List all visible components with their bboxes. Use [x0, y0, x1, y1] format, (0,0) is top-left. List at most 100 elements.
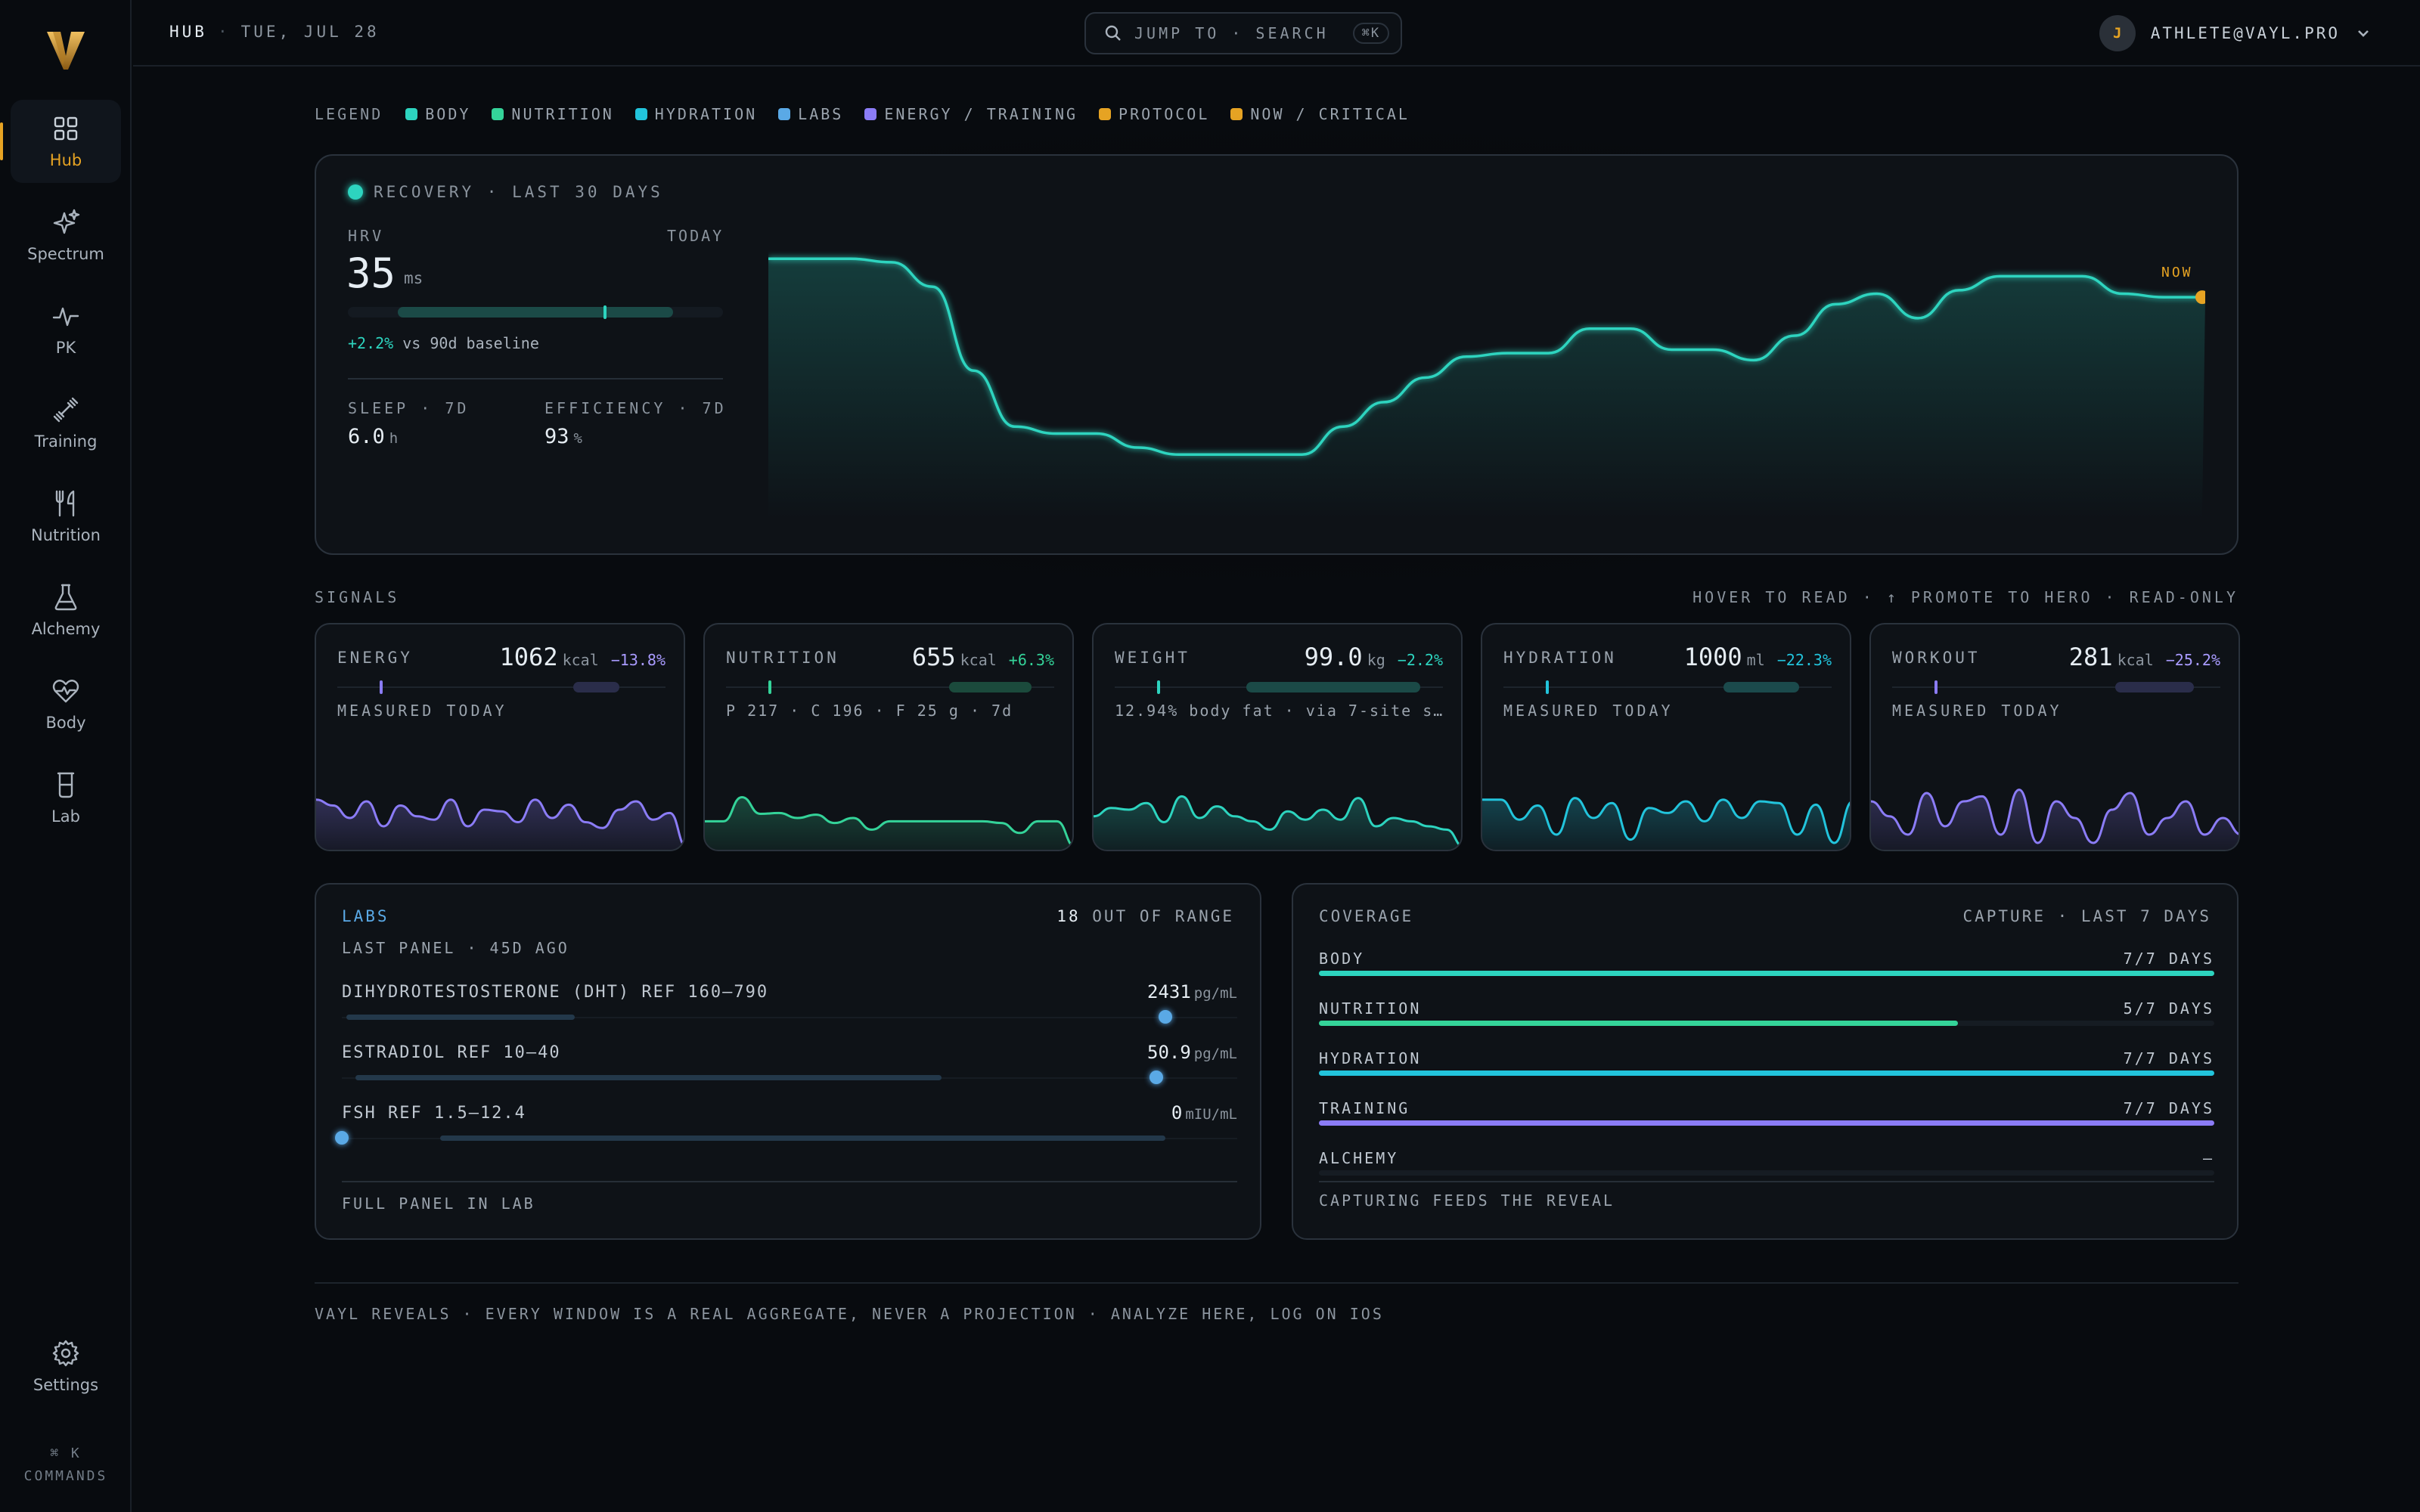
coverage-panel[interactable]: COVERAGE CAPTURE · LAST 7 DAYS BODY 7/7 …	[1292, 883, 2238, 1240]
hero-title: RECOVERY · LAST 30 DAYS	[374, 183, 663, 201]
sidebar-item-label: Training	[34, 432, 98, 451]
recovery-area-chart[interactable]	[768, 201, 2205, 519]
coverage-bar	[1319, 1120, 2214, 1126]
signal-range-track	[726, 680, 1054, 694]
chevron-down-icon[interactable]	[2355, 25, 2372, 42]
lab-row[interactable]: ESTRADIOL REF 10–40 50.9 pg/mL	[342, 1042, 1237, 1096]
hero-header: RECOVERY · LAST 30 DAYS	[348, 183, 663, 201]
lab-value-marker[interactable]	[335, 1131, 349, 1145]
lab-value-marker[interactable]	[1159, 1010, 1173, 1024]
sparkline-line	[1871, 789, 2238, 844]
signal-value: 99.0 kg −2.2%	[1305, 643, 1443, 671]
signal-today-tick	[380, 680, 383, 694]
avatar[interactable]: J	[2099, 15, 2136, 51]
user-email[interactable]: ATHLETE@VAYL.PRO	[2150, 24, 2340, 42]
grid-icon	[51, 113, 81, 144]
sidebar-item-alchemy[interactable]: Alchemy	[11, 569, 121, 652]
sidebar-item-nutrition[interactable]: Nutrition	[11, 475, 121, 558]
beaker-icon	[51, 770, 81, 800]
signal-today-tick	[1157, 680, 1161, 694]
lab-number: 50.9	[1147, 1042, 1191, 1063]
signal-card-weight[interactable]: WEIGHT 99.0 kg −2.2% 12.94% body fat · v…	[1092, 623, 1463, 851]
search-icon	[1105, 25, 1121, 41]
hrv-delta-value: +2.2%	[348, 334, 394, 352]
lab-unit: mIU/mL	[1185, 1106, 1237, 1123]
signals-title: SIGNALS	[315, 588, 400, 606]
signal-card-nutrition[interactable]: NUTRITION 655 kcal +6.3% P 217 · C 196 ·…	[703, 623, 1074, 851]
sidebar-item-training[interactable]: Training	[11, 381, 121, 464]
breadcrumb-section[interactable]: HUB	[169, 23, 207, 41]
coverage-name: NUTRITION	[1319, 999, 1422, 1018]
coverage-bar	[1319, 1170, 2214, 1176]
efficiency-value: 93%	[544, 425, 582, 448]
sidebar-item-hub[interactable]: Hub	[0, 100, 121, 183]
hrv-unit: ms	[404, 269, 424, 287]
sleep-unit: h	[389, 430, 399, 447]
divider	[348, 378, 723, 380]
sidebar-item-lab[interactable]: Lab	[11, 756, 121, 839]
search-bar[interactable]: JUMP TO · SEARCH ⌘K	[1084, 12, 1402, 54]
signal-sparkline	[705, 795, 1072, 850]
sidebar-item-pk[interactable]: PK	[11, 287, 121, 370]
signal-value: 1062 kcal −13.8%	[500, 643, 666, 671]
sparkline-line	[316, 798, 684, 847]
full-panel-link[interactable]: FULL PANEL IN LAB	[342, 1194, 535, 1213]
efficiency-unit: %	[573, 430, 582, 447]
signal-card-energy[interactable]: ENERGY 1062 kcal −13.8% MEASURED TODAY	[315, 623, 685, 851]
signal-delta: −25.2%	[2165, 651, 2220, 669]
signal-unit: kcal	[562, 651, 599, 669]
sparkline-area	[1482, 798, 1850, 850]
signal-subtext: 12.94% body fat · via 7-site skinfold	[1115, 702, 1447, 720]
sidebar-item-spectrum[interactable]: Spectrum	[11, 194, 121, 277]
signal-range	[1723, 682, 1799, 692]
sparkline-line	[1482, 797, 1850, 844]
coverage-name: HYDRATION	[1319, 1049, 1422, 1067]
signal-track-base	[726, 686, 1054, 688]
sleep-number: 6.0	[348, 425, 385, 448]
coverage-title: COVERAGE	[1319, 907, 1414, 925]
signal-range-track	[1503, 680, 1832, 694]
signal-number: 655	[911, 643, 956, 671]
sparkline-line	[705, 795, 1072, 847]
signal-range	[2115, 682, 2195, 692]
coverage-capture-window: CAPTURE · LAST 7 DAYS	[1962, 907, 2211, 925]
signal-subtext: P 217 · C 196 · F 25 g · 7d	[726, 702, 1013, 720]
lab-range-track	[342, 1010, 1237, 1024]
search-shortcut: ⌘K	[1352, 23, 1390, 44]
recovery-hero-card[interactable]: RECOVERY · LAST 30 DAYS HRV TODAY 35 ms …	[315, 154, 2238, 555]
labs-panel[interactable]: LABS 18 OUT OF RANGE LAST PANEL · 45D AG…	[315, 883, 1261, 1240]
topbar: HUB · TUE, JUL 28 JUMP TO · SEARCH ⌘K J AT…	[133, 0, 2420, 67]
signal-unit: kg	[1367, 651, 1385, 669]
coverage-bar	[1319, 971, 2214, 976]
coverage-fill	[1319, 1021, 1959, 1026]
signal-range-track	[1115, 680, 1443, 694]
labs-title[interactable]: LABS	[342, 907, 389, 925]
coverage-row-alchemy[interactable]: ALCHEMY —	[1319, 1149, 2214, 1187]
signal-card-workout[interactable]: WORKOUT 281 kcal −25.2% MEASURED TODAY	[1869, 623, 2240, 851]
vayl-logo[interactable]	[42, 26, 89, 73]
coverage-row-training[interactable]: TRAINING 7/7 DAYS	[1319, 1099, 2214, 1137]
coverage-row-nutrition[interactable]: NUTRITION 5/7 DAYS	[1319, 999, 2214, 1037]
sleep-label: SLEEP · 7D	[348, 399, 470, 417]
coverage-row-hydration[interactable]: HYDRATION 7/7 DAYS	[1319, 1049, 2214, 1087]
lab-value-marker[interactable]	[1150, 1070, 1164, 1084]
signal-today-tick	[1934, 680, 1938, 694]
lab-row[interactable]: DIHYDROTESTOSTERONE (DHT) REF 160–790 24…	[342, 981, 1237, 1036]
now-marker[interactable]	[2195, 290, 2205, 305]
user-menu[interactable]: J ATHLETE@VAYL.PRO	[2099, 15, 2372, 51]
signal-delta: −22.3%	[1776, 651, 1832, 669]
hrv-delta-text: vs 90d baseline	[402, 334, 539, 352]
signal-range-track	[1892, 680, 2220, 694]
sidebar-item-settings[interactable]: Settings	[11, 1325, 121, 1408]
signal-number: 281	[2068, 643, 2113, 671]
command-palette-hint[interactable]: ⌘ K COMMANDS	[0, 1442, 132, 1488]
signal-name: HYDRATION	[1503, 649, 1617, 667]
signal-sparkline	[1482, 797, 1850, 850]
hrv-today-marker	[603, 305, 607, 319]
sidebar-item-body[interactable]: Body	[11, 662, 121, 745]
lab-row[interactable]: FSH REF 1.5–12.4 0 mIU/mL	[335, 1102, 1237, 1157]
signal-card-hydration[interactable]: HYDRATION 1000 ml −22.3% MEASURED TODAY	[1481, 623, 1851, 851]
signal-value: 281 kcal −25.2%	[2069, 643, 2220, 671]
coverage-row-body[interactable]: BODY 7/7 DAYS	[1319, 950, 2214, 987]
signal-today-tick	[768, 680, 772, 694]
